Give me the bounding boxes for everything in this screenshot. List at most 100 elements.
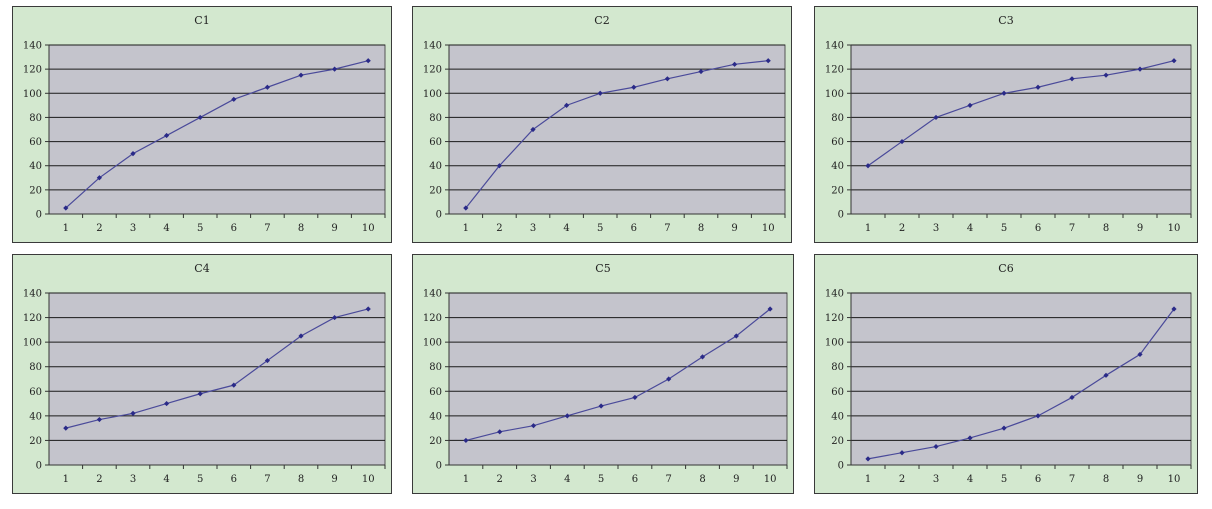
chart-svg: 0 20 40 60 80 100 120 140 1 2 3 4 5 6 7 8 9 10	[413, 255, 795, 495]
x-tick-label: 7	[264, 223, 270, 234]
x-tick-label: 1	[63, 474, 69, 485]
y-tick-label: 40	[429, 161, 442, 172]
x-tick-label: 3	[530, 223, 536, 234]
x-tick-label: 9	[1137, 223, 1143, 234]
y-tick-label: 80	[29, 362, 42, 373]
x-tick-label: 8	[298, 474, 304, 485]
y-tick-label: 40	[29, 161, 42, 172]
x-tick-label: 2	[899, 474, 905, 485]
chart-panel-c2: C2 0 20 40 60 80 100 120 140 1 2 3 4 5 6 7 8 9 10	[412, 6, 792, 243]
y-tick-label: 40	[29, 411, 42, 422]
x-tick-label: 1	[63, 223, 69, 234]
y-tick-label: 20	[429, 185, 442, 196]
plot-area	[449, 45, 785, 214]
x-tick-label: 4	[563, 223, 569, 234]
chart-svg: 0 20 40 60 80 100 120 140 1 2 3 4 5 6 7 8 9 10	[815, 255, 1199, 495]
y-tick-label: 0	[838, 461, 844, 472]
y-tick-label: 60	[831, 137, 844, 148]
y-tick-label: 140	[23, 289, 42, 300]
y-tick-label: 20	[29, 185, 42, 196]
y-tick-label: 100	[23, 338, 42, 349]
y-tick-label: 40	[429, 411, 442, 422]
x-tick-label: 10	[1168, 474, 1181, 485]
y-tick-label: 0	[36, 461, 42, 472]
y-tick-label: 60	[29, 137, 42, 148]
plot-area	[851, 293, 1191, 465]
y-tick-label: 140	[423, 41, 442, 52]
x-tick-label: 8	[698, 223, 704, 234]
y-tick-label: 40	[831, 411, 844, 422]
x-tick-label: 5	[197, 223, 203, 234]
y-tick-label: 140	[23, 41, 42, 52]
y-tick-label: 80	[29, 113, 42, 124]
y-tick-label: 80	[429, 362, 442, 373]
y-tick-label: 0	[436, 210, 442, 221]
y-tick-label: 120	[423, 65, 442, 76]
x-tick-label: 1	[865, 474, 871, 485]
chart-panel-c3: C3 0 20 40 60 80 100 120 140 1 2 3 4 5 6 7 8 9 10	[814, 6, 1198, 243]
chart-svg: 0 20 40 60 80 100 120 140 1 2 3 4 5 6 7 8 9 10	[413, 7, 793, 244]
plot-area	[449, 293, 787, 465]
y-tick-label: 120	[825, 65, 844, 76]
x-tick-label: 8	[699, 474, 705, 485]
y-tick-label: 100	[423, 338, 442, 349]
y-tick-label: 20	[831, 436, 844, 447]
y-tick-label: 60	[429, 387, 442, 398]
x-tick-label: 6	[631, 223, 637, 234]
x-tick-label: 1	[865, 223, 871, 234]
y-tick-label: 80	[831, 362, 844, 373]
x-tick-label: 7	[1069, 223, 1075, 234]
y-tick-label: 100	[23, 89, 42, 100]
x-tick-label: 2	[96, 223, 102, 234]
y-tick-label: 100	[825, 89, 844, 100]
x-tick-label: 1	[463, 223, 469, 234]
y-tick-label: 60	[29, 387, 42, 398]
y-tick-label: 60	[429, 137, 442, 148]
x-tick-label: 6	[231, 474, 237, 485]
x-tick-label: 4	[967, 474, 973, 485]
y-tick-label: 20	[831, 185, 844, 196]
x-tick-label: 4	[163, 223, 169, 234]
x-tick-label: 7	[1069, 474, 1075, 485]
x-tick-label: 10	[362, 223, 375, 234]
y-tick-label: 80	[429, 113, 442, 124]
chart-svg: 0 20 40 60 80 100 120 140 1 2 3 4 5 6 7 8 9 10	[13, 7, 393, 244]
x-tick-label: 9	[331, 474, 337, 485]
y-tick-label: 20	[29, 436, 42, 447]
y-tick-label: 140	[825, 289, 844, 300]
y-tick-label: 100	[423, 89, 442, 100]
x-tick-label: 8	[298, 223, 304, 234]
x-tick-label: 6	[1035, 474, 1041, 485]
x-tick-label: 2	[899, 223, 905, 234]
x-tick-label: 3	[130, 223, 136, 234]
x-tick-label: 5	[1001, 474, 1007, 485]
y-tick-label: 120	[23, 313, 42, 324]
x-tick-label: 4	[564, 474, 570, 485]
x-tick-label: 8	[1103, 223, 1109, 234]
x-tick-label: 9	[1137, 474, 1143, 485]
chart-panel-c5: C5 0 20 40 60 80 100 120 140 1 2 3 4 5 6 7 8 9 10	[412, 254, 794, 494]
x-tick-label: 5	[1001, 223, 1007, 234]
x-tick-label: 3	[933, 474, 939, 485]
x-tick-label: 4	[967, 223, 973, 234]
x-tick-label: 2	[497, 474, 503, 485]
x-tick-label: 5	[197, 474, 203, 485]
y-tick-label: 140	[423, 289, 442, 300]
x-tick-label: 10	[762, 223, 775, 234]
x-tick-label: 4	[163, 474, 169, 485]
x-tick-label: 7	[666, 474, 672, 485]
y-tick-label: 120	[423, 313, 442, 324]
y-tick-label: 20	[429, 436, 442, 447]
x-tick-label: 3	[933, 223, 939, 234]
y-tick-label: 0	[436, 461, 442, 472]
x-tick-label: 8	[1103, 474, 1109, 485]
x-tick-label: 7	[264, 474, 270, 485]
x-tick-label: 5	[597, 223, 603, 234]
y-tick-label: 60	[831, 387, 844, 398]
chart-panel-c1: C1 0 20 40 60 80 100 120 140 1 2 3 4 5 6 7 8 9 10	[12, 6, 392, 243]
y-tick-label: 120	[825, 313, 844, 324]
chart-svg: 0 20 40 60 80 100 120 140 1 2 3 4 5 6 7 8 9 10	[13, 255, 393, 495]
x-tick-label: 1	[463, 474, 469, 485]
y-tick-label: 40	[831, 161, 844, 172]
chart-svg: 0 20 40 60 80 100 120 140 1 2 3 4 5 6 7 8 9 10	[815, 7, 1199, 244]
